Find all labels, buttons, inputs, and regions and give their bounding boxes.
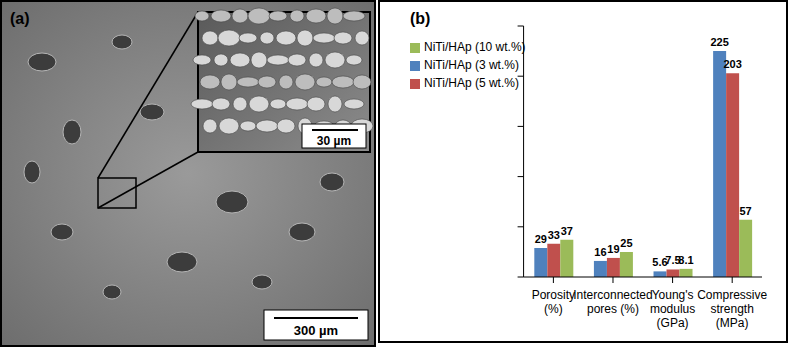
svg-text:25: 25: [620, 237, 632, 249]
svg-text:7.5: 7.5: [665, 254, 681, 267]
svg-text:29: 29: [535, 233, 547, 245]
html-text:NiTi/HAp (5 wt.%): NiTi/HAp (5 wt.%): [424, 76, 519, 90]
svg-text:8.1: 8.1: [678, 254, 693, 266]
svg-text:19: 19: [607, 243, 619, 255]
svg-text:57: 57: [739, 205, 751, 217]
svg-text:225: 225: [710, 36, 728, 48]
svg-text:37: 37: [561, 225, 573, 237]
html-text:(b): (b): [410, 10, 431, 27]
svg-text:Porosity(%): Porosity(%): [532, 288, 575, 316]
svg-text:30 µm: 30 µm: [317, 134, 351, 148]
svg-text:16: 16: [594, 246, 606, 258]
svg-text:(a): (a): [10, 10, 30, 27]
svg-text:5.6: 5.6: [652, 256, 668, 269]
svg-text:203: 203: [723, 58, 741, 70]
svg-text:Young'smodulus(GPa): Young'smodulus(GPa): [650, 288, 695, 330]
svg-text:Compressivestrength(MPa): Compressivestrength(MPa): [697, 288, 767, 330]
svg-text:300 µm: 300 µm: [294, 323, 338, 338]
svg-text:Interconnectedpores (%): Interconnectedpores (%): [573, 288, 652, 316]
svg-text:33: 33: [548, 229, 560, 241]
html-text:NiTi/HAp (3 wt.%): NiTi/HAp (3 wt.%): [424, 58, 519, 72]
html-text:NiTi/HAp (10 wt.%): NiTi/HAp (10 wt.%): [424, 40, 526, 54]
